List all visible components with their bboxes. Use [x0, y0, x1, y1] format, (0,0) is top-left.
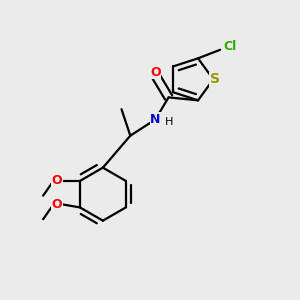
Text: O: O [52, 198, 62, 211]
Text: Cl: Cl [224, 40, 237, 53]
Text: N: N [150, 113, 161, 126]
Text: H: H [164, 117, 173, 128]
Text: S: S [210, 72, 220, 86]
Text: O: O [52, 174, 62, 187]
Text: O: O [150, 66, 161, 79]
